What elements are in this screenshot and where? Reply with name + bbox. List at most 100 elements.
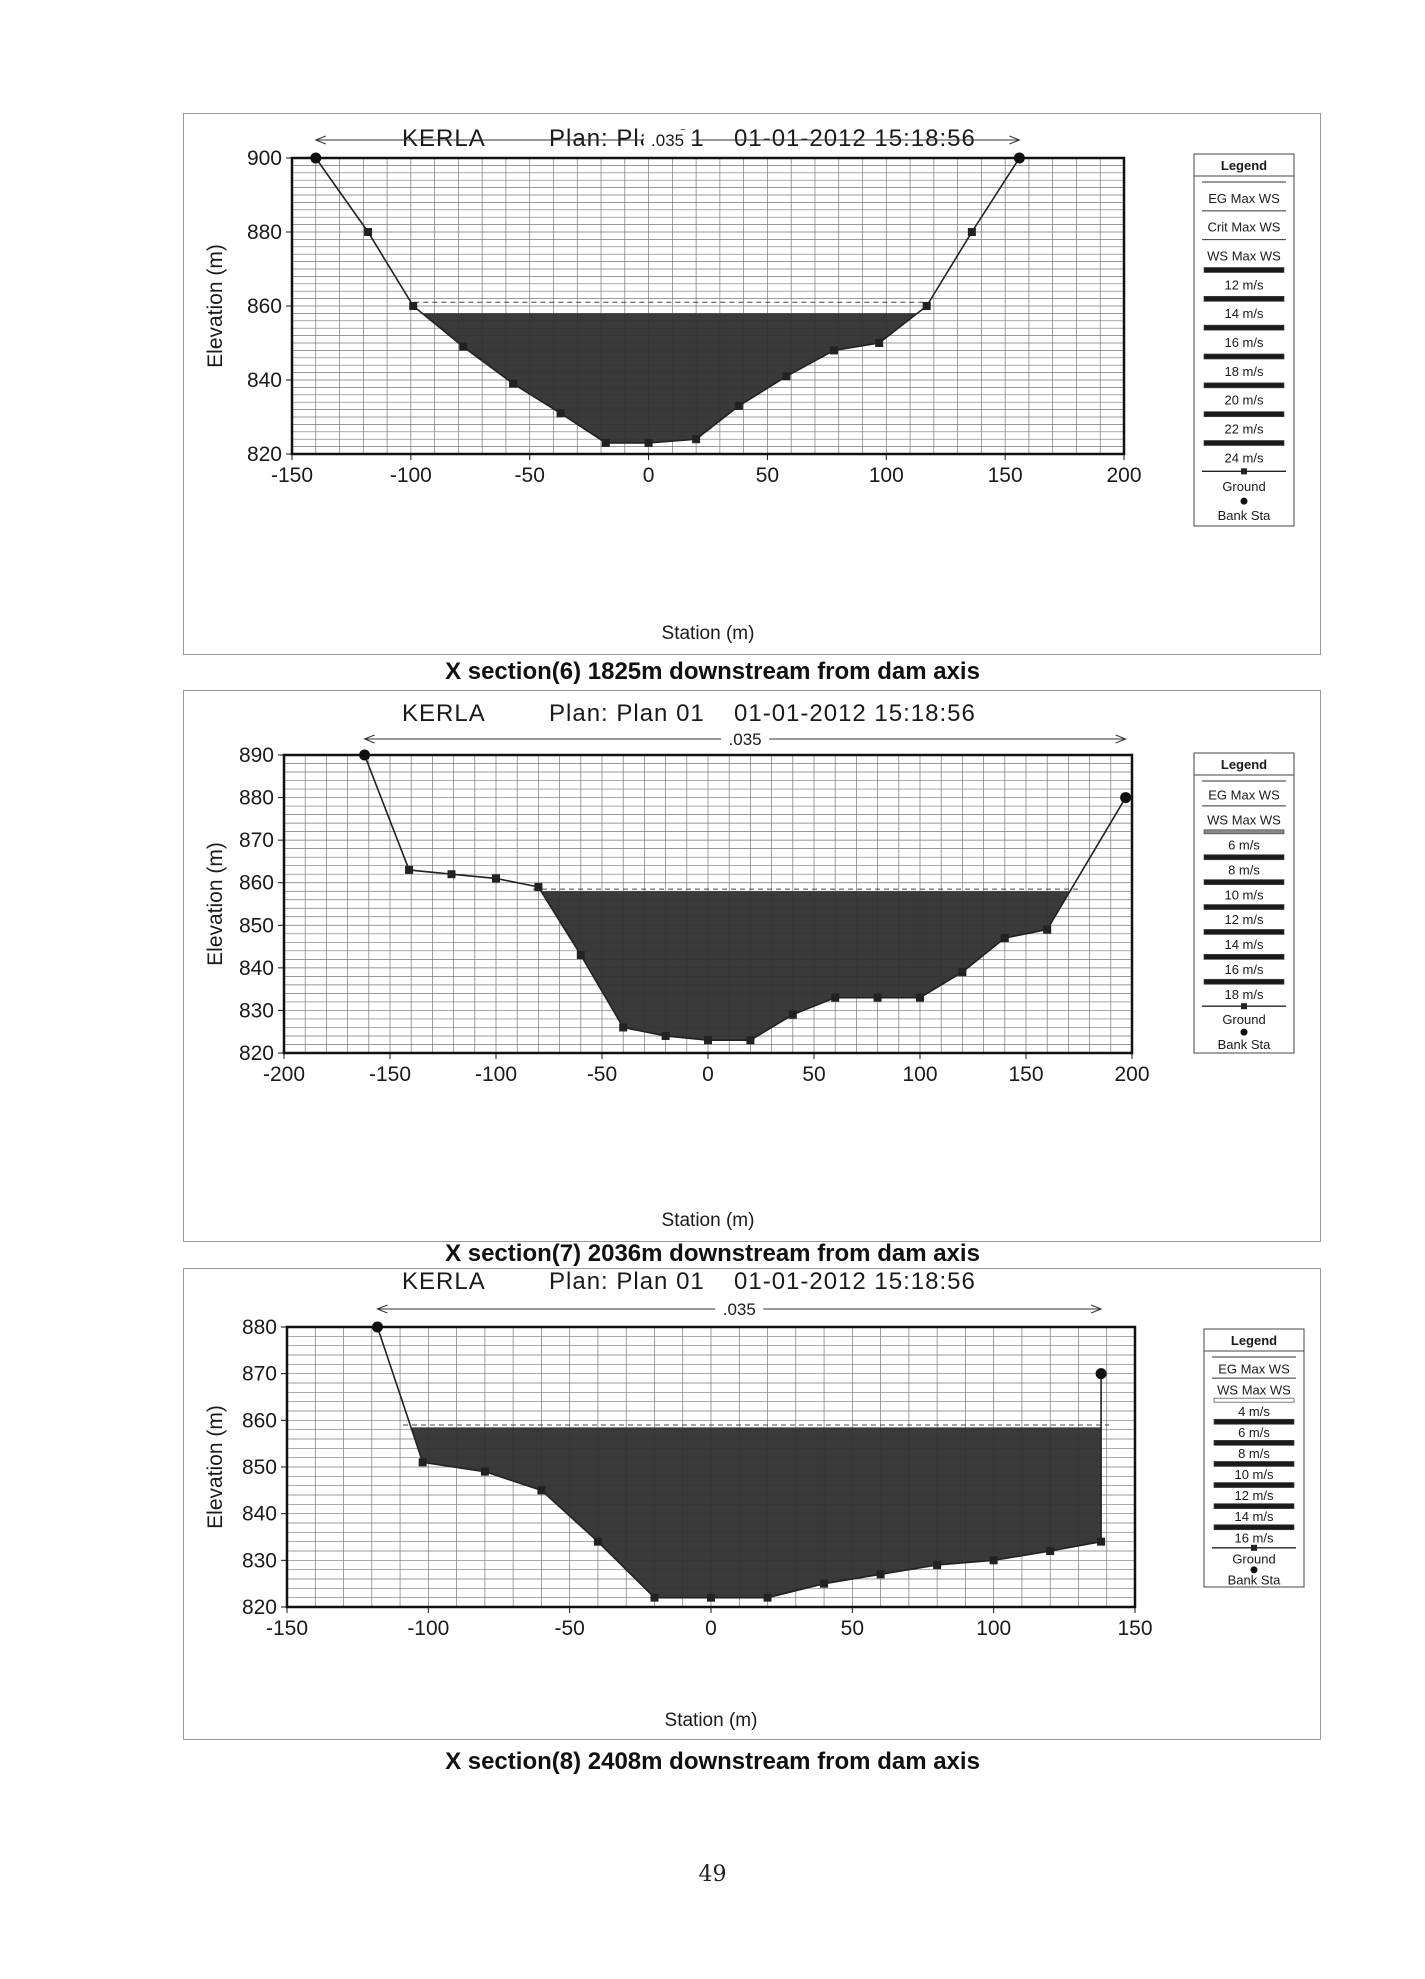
x-tick-label: 100 xyxy=(902,1063,937,1086)
ground-point xyxy=(820,1579,829,1588)
y-tick-label: 880 xyxy=(239,787,274,810)
legend-swatch xyxy=(1213,1461,1295,1467)
y-axis-label: Elevation (m) xyxy=(204,1405,227,1529)
x-tick-label: 150 xyxy=(1008,1063,1043,1086)
ground-point xyxy=(958,968,967,977)
ground-point xyxy=(537,1486,546,1495)
cross-section-chart-3: KERLA Plan: Plan 01 01-01-2012 15:18:56 .03… xyxy=(183,1268,1321,1740)
legend-entry: EG Max WS xyxy=(1208,191,1280,206)
legend-entry: 24 m/s xyxy=(1224,450,1264,465)
ground-point xyxy=(782,372,791,381)
legend-swatch xyxy=(1241,1003,1247,1010)
ground-point xyxy=(922,302,931,310)
bank-station-point xyxy=(1095,1368,1107,1380)
ground-line xyxy=(363,754,1127,1042)
y-tick-label: 830 xyxy=(242,1549,277,1572)
ground-point xyxy=(704,1036,712,1045)
legend-entry: 14 m/s xyxy=(1234,1509,1274,1524)
x-tick-label: -100 xyxy=(407,1617,449,1640)
legend-entry: Crit Max WS xyxy=(1208,220,1281,235)
y-tick-label: 850 xyxy=(239,914,274,937)
x-tick-label: 50 xyxy=(841,1617,864,1640)
ground-point xyxy=(447,870,456,879)
ground-point xyxy=(876,1570,885,1579)
legend-entry: 22 m/s xyxy=(1224,422,1264,437)
legend-entry: 12 m/s xyxy=(1234,1488,1274,1503)
ground-point xyxy=(707,1593,715,1602)
ground-point xyxy=(1046,1547,1055,1555)
legend-box xyxy=(1203,1328,1305,1588)
legend-title: Legend xyxy=(1231,1333,1277,1348)
legend-entry: 10 m/s xyxy=(1234,1467,1274,1482)
ground-point xyxy=(556,409,565,418)
y-tick-label: 860 xyxy=(247,295,282,318)
x-axis-label: Station (m) xyxy=(662,1210,755,1231)
ground-line xyxy=(315,157,1021,444)
ground-point xyxy=(831,993,840,1002)
legend-title: Legend xyxy=(1221,158,1267,173)
ground-point xyxy=(967,228,976,236)
x-tick-label: 0 xyxy=(705,1617,717,1640)
y-axis-label: Elevation (m) xyxy=(204,244,227,368)
legend-entry: WS Max WS xyxy=(1217,1383,1291,1398)
ground-point xyxy=(692,435,701,444)
ground-point xyxy=(1097,1537,1106,1546)
legend-entry: 14 m/s xyxy=(1224,306,1264,321)
legend-swatch xyxy=(1203,267,1285,273)
legend-entry: EG Max WS xyxy=(1218,1362,1290,1377)
legend-swatch xyxy=(1213,1524,1295,1531)
legend-entry: 20 m/s xyxy=(1224,393,1264,408)
x-tick-label: -200 xyxy=(263,1063,305,1086)
legend-swatch xyxy=(1240,1028,1248,1036)
roughness-label: .035 xyxy=(651,131,684,150)
water-area xyxy=(541,891,1070,1041)
chart-timestamp: 01-01-2012 15:18:56 xyxy=(734,125,976,152)
roughness-arrow-right xyxy=(1009,135,1021,145)
legend-entry: 16 m/s xyxy=(1234,1530,1274,1545)
legend-entry: 8 m/s xyxy=(1238,1446,1270,1461)
legend-swatch xyxy=(1251,1544,1257,1551)
ground-point xyxy=(644,438,653,447)
water-area xyxy=(422,313,918,443)
legend-entry: 6 m/s xyxy=(1228,838,1260,853)
x-tick-label: -50 xyxy=(515,464,545,487)
ground-point xyxy=(364,228,373,236)
roughness-label-bg xyxy=(643,130,692,150)
roughness-label: .035 xyxy=(723,1300,756,1319)
x-tick-label: -50 xyxy=(554,1617,584,1640)
bank-station-point xyxy=(1120,792,1132,804)
legend-entry: 16 m/s xyxy=(1224,335,1264,350)
y-tick-label: 850 xyxy=(242,1456,277,1479)
ground-point xyxy=(593,1537,602,1546)
legend-swatch xyxy=(1213,1440,1295,1446)
y-tick-label: 860 xyxy=(239,872,274,895)
x-tick-label: -100 xyxy=(475,1063,517,1086)
ground-point xyxy=(576,951,585,960)
legend-swatch xyxy=(1203,295,1285,302)
chart-svg-1: KERLA Plan: Plan 01 01-01-2012 15:18:56.03… xyxy=(204,125,1295,644)
x-tick-label: 150 xyxy=(988,464,1023,487)
ground-point xyxy=(619,1023,628,1032)
ground-point xyxy=(746,1036,755,1045)
x-tick-label: 50 xyxy=(756,464,779,487)
roughness-arrow-left xyxy=(363,734,375,744)
ground-point xyxy=(734,401,743,410)
chart-caption-3: X section(8) 2408m downstream from dam a… xyxy=(445,1748,980,1775)
legend-swatch xyxy=(1203,978,1285,985)
ground-point xyxy=(989,1556,998,1565)
chart-timestamp: 01-01-2012 15:18:56 xyxy=(734,700,976,727)
legend-entry: WS Max WS xyxy=(1207,249,1281,264)
legend-entry: Bank Sta xyxy=(1218,508,1272,523)
x-tick-label: -150 xyxy=(266,1617,308,1640)
legend-entry: Ground xyxy=(1222,1012,1265,1027)
legend-swatch xyxy=(1203,879,1285,885)
legend-swatch xyxy=(1203,411,1285,418)
legend-entry: 12 m/s xyxy=(1224,912,1264,927)
legend-swatch xyxy=(1203,954,1285,960)
legend-title: Legend xyxy=(1221,757,1267,772)
ground-point xyxy=(650,1593,659,1602)
legend-swatch xyxy=(1203,929,1285,935)
x-tick-label: 0 xyxy=(702,1063,714,1086)
legend-entry: EG Max WS xyxy=(1208,788,1280,803)
ground-point xyxy=(418,1458,427,1467)
